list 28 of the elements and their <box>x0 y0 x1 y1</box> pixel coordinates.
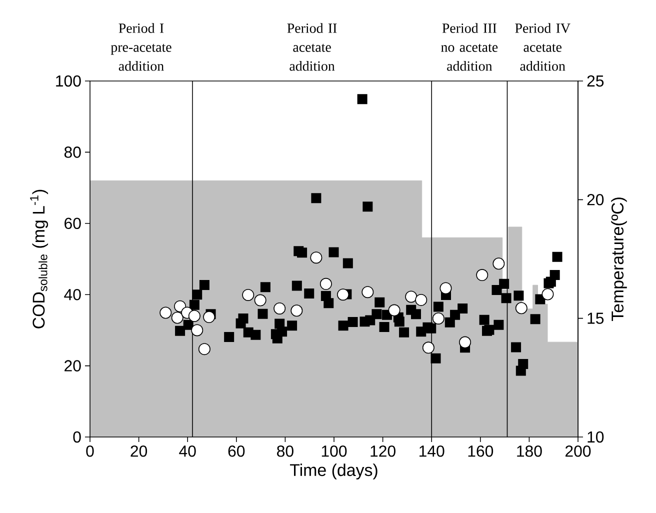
text: Period IV acetate addition <box>515 23 570 71</box>
y-axis-title: COD$_{soluble}$ (mg L$^{-1}$) <box>30 190 48 328</box>
x-tick-label: 200 <box>566 446 591 457</box>
x-tick-label: 160 <box>468 446 494 457</box>
x-tick-label: 20 <box>130 446 148 457</box>
x-tick-label: 60 <box>228 446 245 457</box>
text: Period II acetate addition <box>287 23 337 71</box>
y-tick-label: 40 <box>64 288 81 300</box>
y-tick-label: 60 <box>64 218 81 230</box>
y2-tick-label: 10 <box>588 431 604 443</box>
y-tick-label: 100 <box>56 75 81 87</box>
y2-tick-label: 15 <box>588 312 604 324</box>
x-tick-label: 100 <box>322 446 347 457</box>
x-tick-label: 140 <box>420 446 444 457</box>
y2-tick-label: 20 <box>587 194 604 206</box>
y2-axis-title: Temperature(ºC) <box>611 198 627 322</box>
x-tick-label: 180 <box>517 446 542 457</box>
x-tick-label: 0 <box>86 446 94 457</box>
y-tick-label: 20 <box>64 360 81 372</box>
y-tick-label: 0 <box>73 431 81 443</box>
text: Period III no acetate addition <box>441 23 498 71</box>
text: Period I pre-acetate addition <box>110 23 172 71</box>
x-tick-label: 120 <box>370 446 396 457</box>
x-tick-label: 80 <box>277 446 294 457</box>
x-axis-title: Time (days) <box>290 464 378 480</box>
x-tick-label: 40 <box>179 446 196 457</box>
y-tick-label: 80 <box>64 146 81 158</box>
y2-tick-label: 25 <box>587 75 604 87</box>
